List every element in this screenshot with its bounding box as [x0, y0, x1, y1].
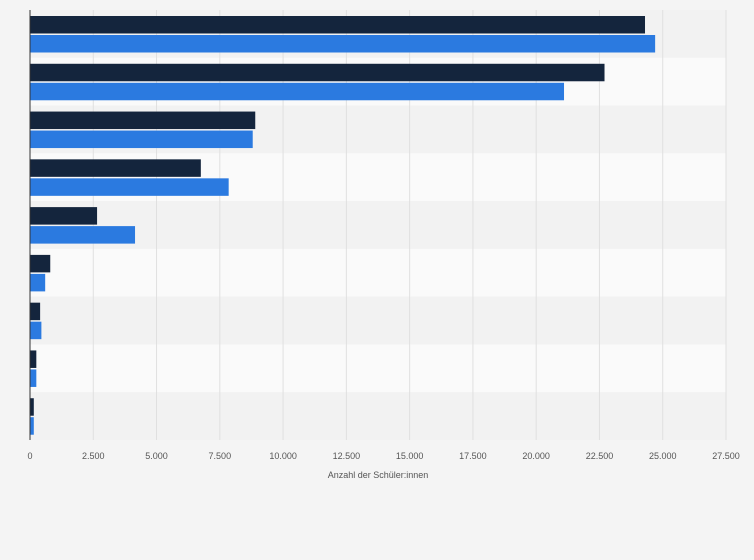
bar-series-1 [30, 159, 201, 177]
bar-series-2 [30, 321, 42, 340]
x-tick-label: 17.500 [459, 451, 487, 461]
x-tick-label: 15.000 [396, 451, 424, 461]
bar-series-2 [30, 178, 229, 196]
row-bands [30, 10, 726, 440]
row-band [30, 344, 726, 393]
bar-series-1 [30, 350, 37, 368]
bar-series-1 [30, 302, 41, 321]
bar-series-1 [30, 254, 51, 273]
x-axis-title: Anzahl der Schüler:innen [328, 470, 429, 480]
x-tick-label: 5.000 [145, 451, 168, 461]
x-tick-label: 20.000 [522, 451, 550, 461]
row-band [30, 392, 726, 440]
bar-series-1 [30, 111, 256, 130]
x-tick-label: 22.500 [586, 451, 614, 461]
x-tick-label: 27.500 [712, 451, 740, 461]
x-tick-label: 12.500 [333, 451, 361, 461]
bar-series-2 [30, 226, 136, 244]
bar-series-2 [30, 369, 37, 387]
bar-series-1 [30, 398, 34, 416]
x-tick-label: 10.000 [269, 451, 297, 461]
x-tick-label: 25.000 [649, 451, 677, 461]
row-band [30, 296, 726, 345]
x-tick-label: 7.500 [209, 451, 232, 461]
x-tick-label: 2.500 [82, 451, 105, 461]
bar-series-2 [30, 273, 46, 292]
x-tick-label: 0 [27, 451, 32, 461]
bar-series-2 [30, 82, 565, 101]
grid-lines [92, 10, 727, 440]
row-band [30, 201, 726, 249]
bar-series-2 [30, 35, 656, 53]
bar-series-1 [30, 63, 605, 82]
x-axis-ticks: 0 2.500 5.000 7.500 10.000 12.500 15.000 17.500… [27, 451, 739, 461]
row-band [30, 248, 726, 297]
bar-series-1 [30, 207, 98, 225]
bar-series-2 [30, 130, 253, 149]
bar-series-2 [30, 417, 34, 435]
bar-series-1 [30, 16, 646, 34]
bars [30, 16, 656, 435]
